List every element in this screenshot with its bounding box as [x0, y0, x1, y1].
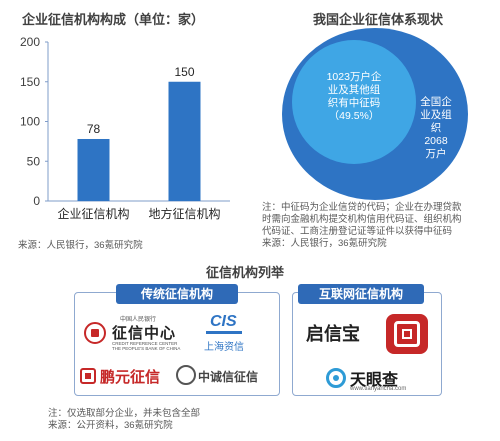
- pengyuan-name: 鹏元征信: [100, 369, 161, 386]
- inner-circle-label: 1023万户企 业及其他组 织有中征码 （49.5%）: [326, 71, 382, 122]
- institutions-title: 征信机构列举: [206, 265, 285, 280]
- bar-chart-source: 来源：人民银行，36氪研究院: [18, 240, 143, 251]
- zhongcheng-mark-icon: [176, 365, 196, 385]
- pbc-en-line2: THE PEOPLE'S BANK OF CHINA: [112, 346, 181, 351]
- zhongcheng-name: 中诚信征信: [198, 370, 259, 384]
- red-seal-logo: [386, 314, 428, 354]
- bar-value-label: 78: [87, 122, 101, 136]
- y-tick-label: 100: [20, 115, 40, 129]
- bar-value-label: 150: [174, 65, 194, 79]
- bar-chart-title: 企业征信机构构成（单位：家）: [22, 12, 205, 27]
- y-tick-label: 50: [27, 154, 41, 168]
- traditional-group-title: 传统征信机构: [116, 284, 238, 304]
- seal-frame-icon: [394, 321, 420, 347]
- cis-mark: CIS: [210, 313, 237, 330]
- cis-name: 上海资信: [204, 342, 244, 353]
- tianyancha-name: 天眼查: [350, 372, 399, 389]
- pbc-emblem-icon: [84, 322, 106, 344]
- status-source: 来源：人民银行，36氪研究院: [262, 238, 387, 249]
- bar: [77, 138, 110, 201]
- tianyancha-eye-icon: [326, 368, 346, 388]
- bar-chart: 0 50 100 150 200 78 企业征信机构 150 地方征信机构: [20, 35, 230, 221]
- institutions-source: 来源：公开资料，36氪研究院: [48, 420, 173, 431]
- pbc-small-label: 中国人民银行: [120, 317, 157, 323]
- status-title: 我国企业征信体系现状: [313, 12, 444, 27]
- x-category-label: 企业征信机构: [57, 206, 129, 221]
- pbc-en-line1: CREDIT REFERENCE CENTER: [112, 341, 178, 346]
- qixinbao-logo: 启信宝: [306, 324, 360, 344]
- internet-group-title: 互联网征信机构: [298, 284, 424, 304]
- x-category-label: 地方征信机构: [148, 206, 220, 221]
- inner-circle: [292, 40, 416, 164]
- status-note: 注：中征码为企业信贷的代码；企业在办理贷款 时需向金融机构提交机构信用代码证、组…: [262, 202, 498, 250]
- tianyancha-url: www.tianyancha.com: [350, 386, 407, 392]
- pengyuan-mark-icon: [80, 368, 96, 384]
- y-tick-label: 0: [33, 194, 40, 208]
- pbc-name: 征信中心: [112, 325, 177, 342]
- y-tick-label: 150: [20, 75, 40, 89]
- outer-circle-label: 全国企 业及组 织 2068 万户: [420, 96, 452, 160]
- bar: [168, 81, 201, 201]
- institutions-note: 注：仅选取部分企业，并未包含全部 来源：公开资料，36氪研究院: [48, 408, 201, 431]
- y-tick-label: 200: [20, 35, 40, 49]
